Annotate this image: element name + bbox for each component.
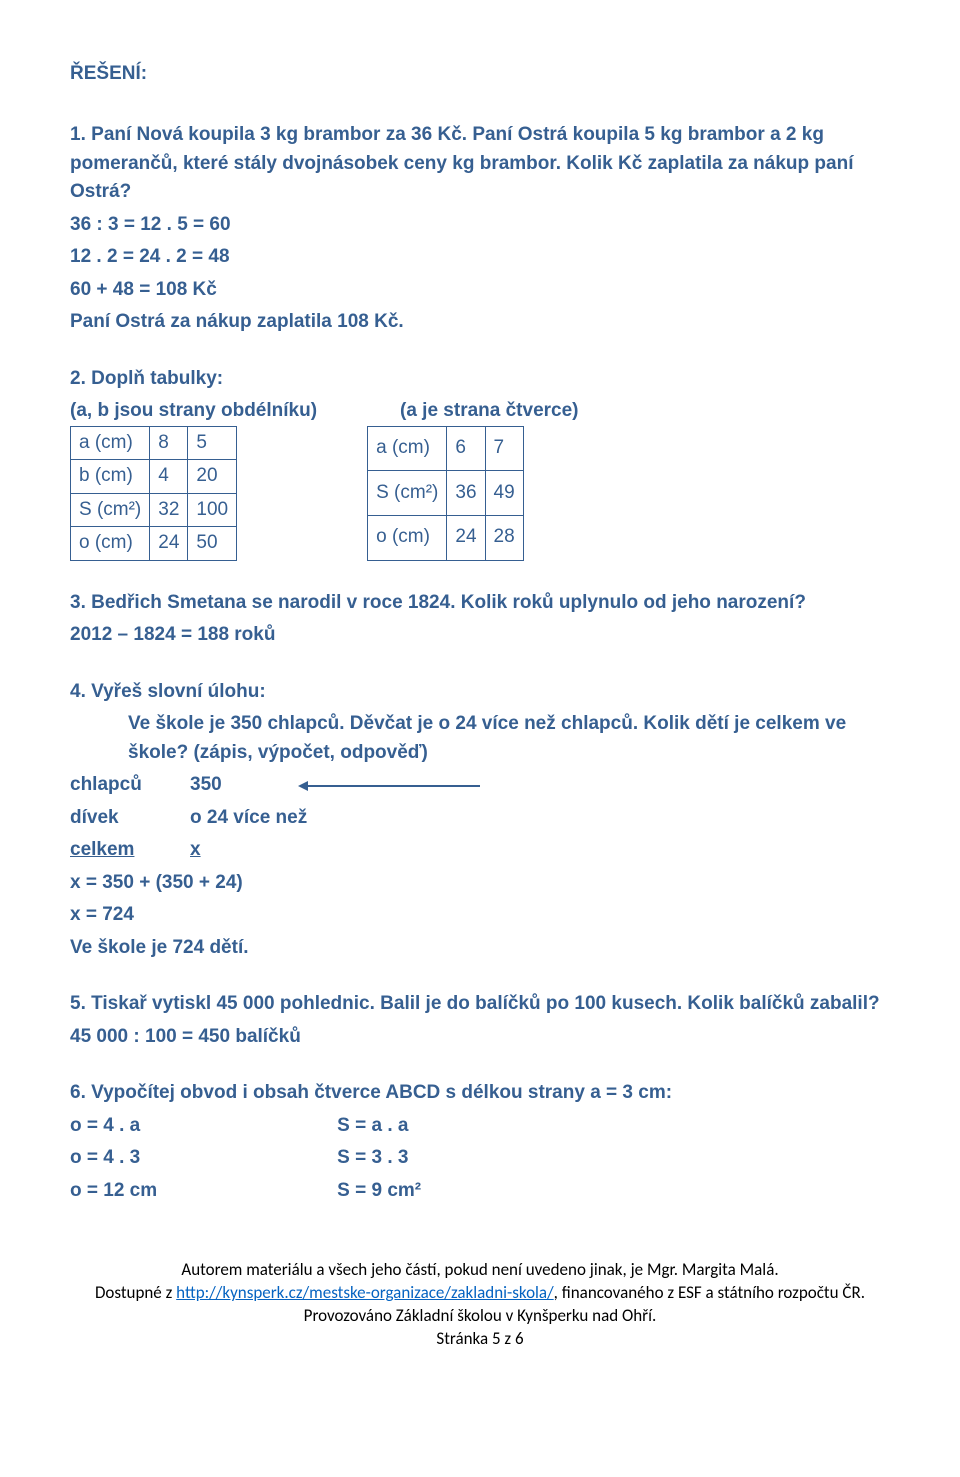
footer-line3: Provozováno Základní školou v Kynšperku …: [70, 1305, 890, 1328]
table-cell: o (cm): [71, 527, 150, 561]
q3-line1: 2012 – 1824 = 188 roků: [70, 621, 890, 650]
q5-num: 5.: [70, 993, 86, 1014]
q6-right-0: S = a . a: [337, 1112, 421, 1141]
table-cell: a (cm): [71, 426, 150, 460]
q1-line4: Paní Ostrá za nákup zaplatila 108 Kč.: [70, 308, 890, 337]
table-cell: 100: [188, 493, 237, 527]
table-cell: 28: [485, 515, 523, 560]
table-square: a (cm)67 S (cm²)3649 o (cm)2428: [367, 426, 524, 561]
table-cell: 6: [447, 426, 485, 471]
heading: ŘEŠENÍ:: [70, 60, 890, 89]
q3-text: Bedřich Smetana se narodil v roce 1824. …: [91, 592, 806, 613]
table-cell: o (cm): [368, 515, 447, 560]
q6-left-2: o = 12 cm: [70, 1177, 157, 1206]
q4-r2b: o 24 více než: [190, 807, 307, 828]
q4-r1b: 350: [190, 774, 222, 795]
q6-left-0: o = 4 . a: [70, 1112, 157, 1141]
question-2: 2. Doplň tabulky: (a, b jsou strany obdé…: [70, 365, 890, 561]
footer-line4: Stránka 5 z 6: [70, 1328, 890, 1351]
q6-left-1: o = 4 . 3: [70, 1144, 157, 1173]
footer-line1: Autorem materiálu a všech jeho částí, po…: [70, 1259, 890, 1282]
table-cell: S (cm²): [368, 471, 447, 516]
arrow-icon: [300, 785, 480, 787]
question-4: 4. Vyřeš slovní úlohu: Ve škole je 350 c…: [70, 678, 890, 963]
q4-line2: x = 724: [70, 901, 890, 930]
q1-text: Paní Nová koupila 3 kg brambor za 36 Kč.…: [70, 124, 853, 202]
q6-right-2: S = 9 cm²: [337, 1177, 421, 1206]
table-cell: 24: [150, 527, 188, 561]
table-cell: 7: [485, 426, 523, 471]
q6-right-1: S = 3 . 3: [337, 1144, 421, 1173]
q1-line1: 36 : 3 = 12 . 5 = 60: [70, 211, 890, 240]
footer-line2b: , financovaného z ESF a státního rozpočt…: [554, 1282, 865, 1303]
q4-text: Ve škole je 350 chlapců. Děvčat je o 24 …: [70, 710, 890, 767]
table-cell: S (cm²): [71, 493, 150, 527]
q6-right-col: S = a . a S = 3 . 3 S = 9 cm²: [337, 1112, 421, 1210]
table-cell: b (cm): [71, 460, 150, 494]
table-cell: a (cm): [368, 426, 447, 471]
q4-line1: x = 350 + (350 + 24): [70, 869, 890, 898]
table-cell: 24: [447, 515, 485, 560]
table-cell: 8: [150, 426, 188, 460]
q4-r2a: dívek: [70, 804, 190, 833]
table-cell: 32: [150, 493, 188, 527]
q6-num: 6.: [70, 1082, 86, 1103]
table-rectangle: a (cm)85 b (cm)420 S (cm²)32100 o (cm)24…: [70, 426, 237, 561]
table-cell: 4: [150, 460, 188, 494]
question-3: 3. Bedřich Smetana se narodil v roce 182…: [70, 589, 890, 650]
footer-link[interactable]: http://kynsperk.cz/mestske-organizace/za…: [176, 1282, 553, 1303]
q4-r1a: chlapců: [70, 771, 190, 800]
q4-line3: Ve škole je 724 dětí.: [70, 934, 890, 963]
q2-text: Doplň tabulky:: [91, 368, 223, 389]
table-cell: 49: [485, 471, 523, 516]
q3-num: 3.: [70, 592, 86, 613]
q2-num: 2.: [70, 368, 86, 389]
table-cell: 5: [188, 426, 237, 460]
q6-text: Vypočítej obvod i obsah čtverce ABCD s d…: [91, 1082, 672, 1103]
question-5: 5. Tiskař vytiskl 45 000 pohlednic. Bali…: [70, 990, 890, 1051]
q6-left-col: o = 4 . a o = 4 . 3 o = 12 cm: [70, 1112, 157, 1210]
q1-line3: 60 + 48 = 108 Kč: [70, 276, 890, 305]
table-cell: 50: [188, 527, 237, 561]
q2-label-square: (a je strana čtverce): [400, 397, 579, 426]
table-cell: 36: [447, 471, 485, 516]
question-1: 1. Paní Nová koupila 3 kg brambor za 36 …: [70, 121, 890, 337]
q4-num: 4.: [70, 681, 86, 702]
q5-line1: 45 000 : 100 = 450 balíčků: [70, 1023, 890, 1052]
q4-r3a: celkem: [70, 836, 190, 865]
q4-r3b: x: [190, 839, 201, 860]
footer-line2a: Dostupné z: [95, 1282, 176, 1303]
table-cell: 20: [188, 460, 237, 494]
q2-label-rect: (a, b jsou strany obdélníku): [70, 397, 400, 426]
q1-num: 1.: [70, 124, 86, 145]
question-6: 6. Vypočítej obvod i obsah čtverce ABCD …: [70, 1079, 890, 1209]
q1-line2: 12 . 2 = 24 . 2 = 48: [70, 243, 890, 272]
footer: Autorem materiálu a všech jeho částí, po…: [70, 1259, 890, 1351]
q5-text: Tiskař vytiskl 45 000 pohlednic. Balil j…: [91, 993, 879, 1014]
q4-title: Vyřeš slovní úlohu:: [91, 681, 266, 702]
